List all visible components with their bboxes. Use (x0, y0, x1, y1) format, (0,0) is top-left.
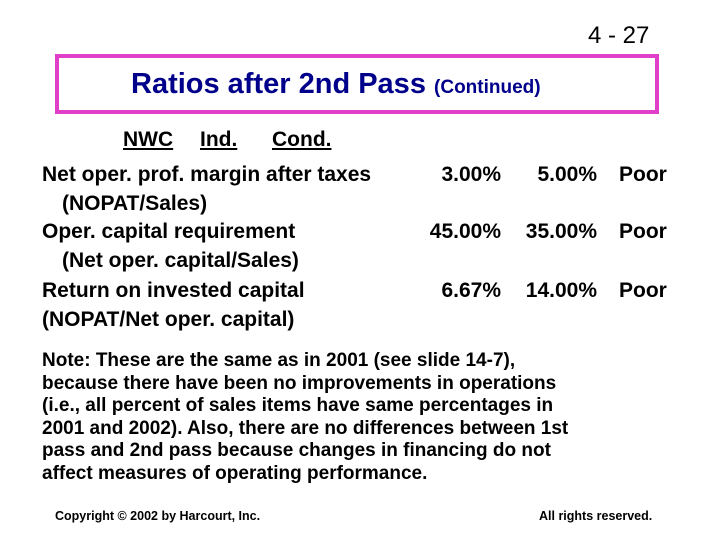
cell-npm-cond: Poor (619, 163, 667, 186)
note-line: (i.e., all percent of sales items have s… (42, 395, 554, 416)
footer-copyright: Copyright © 2002 by Harcourt, Inc. (55, 509, 261, 523)
cell-npm-nwc: 3.00% (441, 163, 501, 186)
note-line: affect measures of operating performance… (42, 462, 428, 484)
cell-npm-ind: 5.00% (537, 163, 597, 186)
cell-roic-cond: Poor (619, 279, 667, 302)
cell-ocr-nwc: 45.00% (429, 220, 501, 243)
row-sublabel-ocr: (Net oper. capital/Sales) (62, 249, 299, 272)
note-line: pass and 2nd pass because changes in fin… (42, 440, 551, 461)
header-cond: Cond. (272, 128, 332, 151)
slide-title: Ratios after 2nd Pass (Continued) (131, 68, 541, 101)
header-ind: Ind. (200, 128, 238, 151)
row-sublabel-npm: (NOPAT/Sales) (62, 192, 208, 215)
row-label-roic: Return on invested capital (42, 279, 305, 302)
title-box: Ratios after 2nd Pass (Continued) (55, 54, 659, 114)
cell-roic-nwc: 6.67% (441, 279, 501, 302)
slide-title-main: Ratios after 2nd Pass (131, 68, 426, 100)
note-line: because there have been no improvements … (42, 372, 557, 394)
slide-number: 4 - 27 (588, 22, 650, 49)
row-label-ocr: Oper. capital requirement (42, 220, 296, 243)
cell-ocr-cond: Poor (619, 220, 667, 243)
note-text: Note: These are the same as in 2001 (see… (42, 350, 692, 485)
note-line: 2001 and 2002). Also, there are no diffe… (42, 417, 569, 439)
cell-ocr-ind: 35.00% (525, 220, 597, 243)
header-nwc: NWC (123, 128, 174, 151)
row-label-npm: Net oper. prof. margin after taxes (42, 163, 372, 186)
slide-title-sub: (Continued) (434, 77, 541, 98)
footer-rights: All rights reserved. (539, 509, 653, 523)
row-sublabel-roic: (NOPAT/Net oper. capital) (42, 308, 295, 331)
note-line: Note: These are the same as in 2001 (see… (42, 350, 516, 371)
cell-roic-ind: 14.00% (525, 279, 597, 302)
